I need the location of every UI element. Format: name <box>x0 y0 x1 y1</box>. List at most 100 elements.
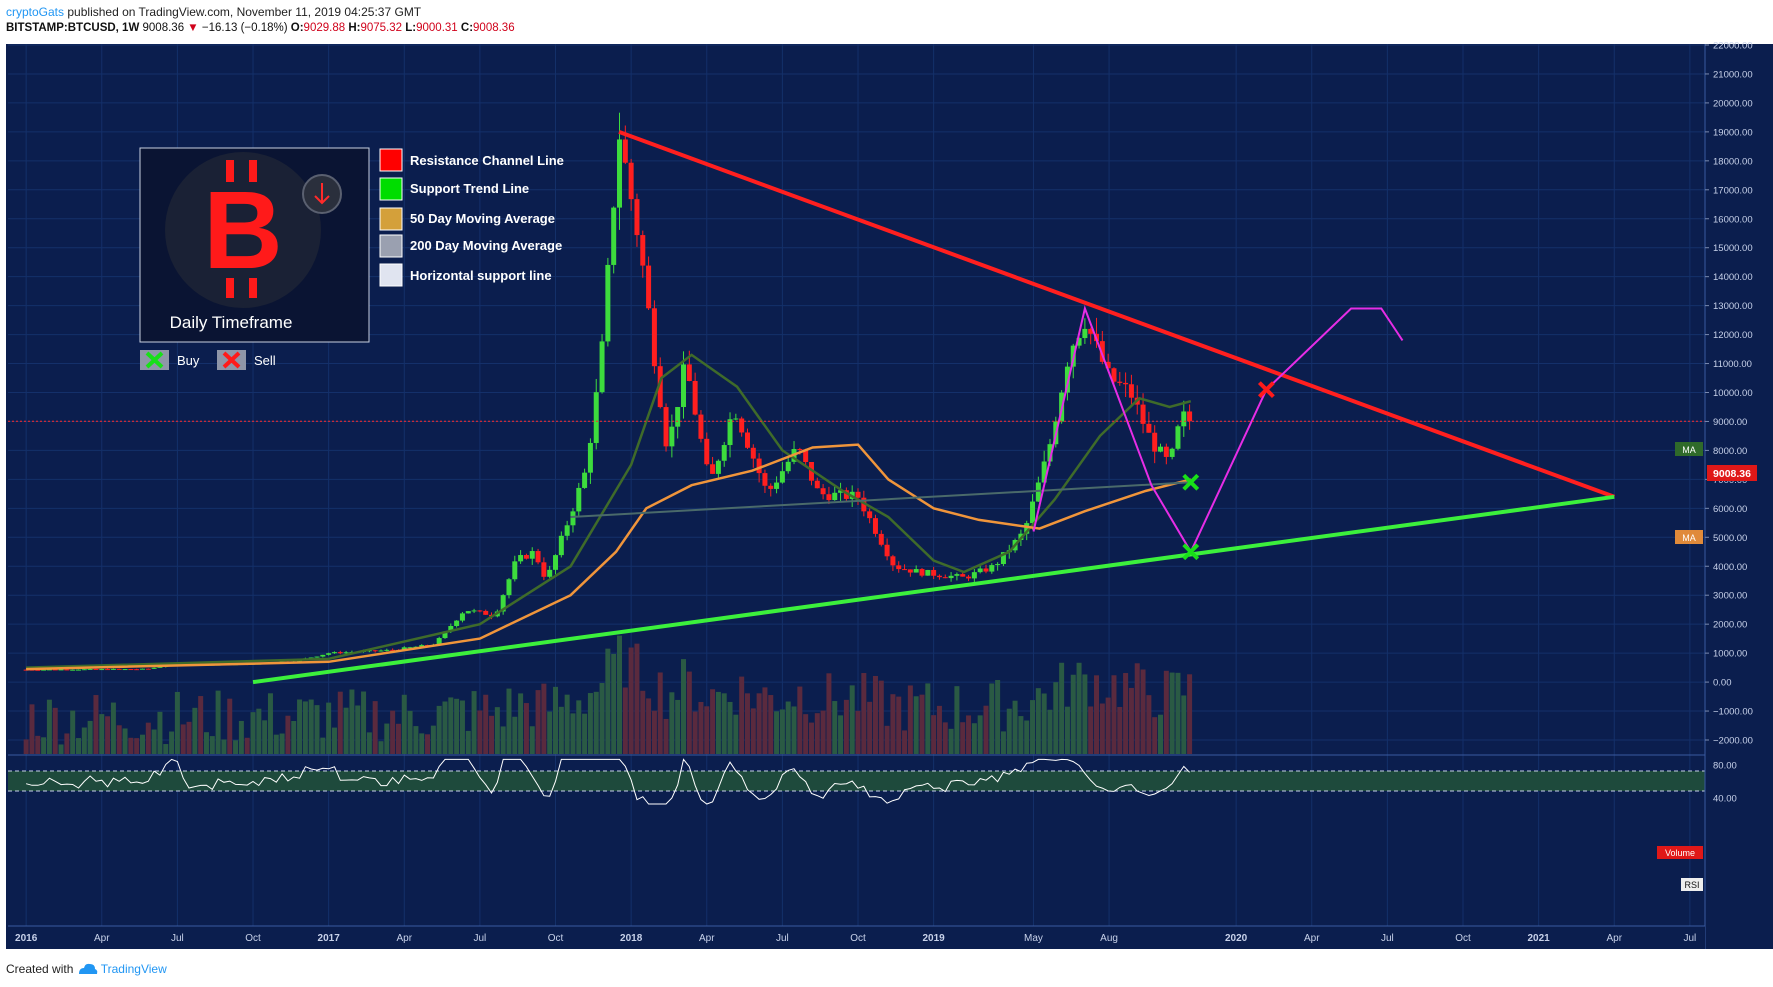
volume-bar <box>483 694 489 754</box>
volume-bar <box>989 683 995 754</box>
bear-candle <box>634 199 640 236</box>
price-tick-label: 18000.00 <box>1713 156 1753 167</box>
volume-bar <box>523 703 529 754</box>
bear-candle <box>105 669 111 671</box>
volume-bar <box>582 713 588 754</box>
legend-title: Daily Timeframe <box>170 313 293 332</box>
volume-bar <box>384 723 390 754</box>
bull-candle <box>948 575 954 579</box>
volume-bar <box>762 687 768 754</box>
bull-candle <box>977 568 983 573</box>
time-tick-label: Apr <box>699 933 715 944</box>
down-arrow-glyph-icon <box>314 183 330 205</box>
price-tick-label: 5000.00 <box>1713 533 1747 544</box>
volume-bar <box>262 720 268 754</box>
volume-bar <box>651 710 657 754</box>
bull-candle <box>1158 446 1164 452</box>
volume-bar <box>87 720 93 754</box>
volume-bar <box>919 694 925 754</box>
volume-bar <box>1047 709 1053 754</box>
moving-averages <box>26 353 1192 671</box>
volume-bar <box>622 687 628 754</box>
bull-candle <box>407 647 413 649</box>
time-tick-label: Oct <box>245 933 261 944</box>
volume-bar <box>110 702 116 754</box>
bull-candle <box>465 611 471 614</box>
time-tick-label: Jul <box>473 933 486 944</box>
footer-brand[interactable]: TradingView <box>100 962 167 976</box>
bear-candle <box>1128 384 1134 398</box>
price-chart[interactable]: 22000.00 21000.00 20000.00 19000.00 18000.00… <box>0 40 1773 955</box>
price-tick-label: 20000.00 <box>1713 98 1753 109</box>
volume-bar <box>593 691 599 754</box>
volume-bar <box>209 736 215 754</box>
volume-bar <box>890 694 896 754</box>
volume-bar <box>233 740 239 754</box>
bear-candle <box>872 518 878 534</box>
bull-candle <box>1181 411 1187 427</box>
volume-bar <box>942 722 948 754</box>
bear-candle <box>686 364 692 381</box>
volume-bar <box>122 728 128 754</box>
volume-bar <box>430 725 436 754</box>
bull-candle <box>1000 552 1006 565</box>
volume-bar <box>1030 700 1036 754</box>
bull-candle <box>576 487 582 512</box>
bull-candle <box>151 667 157 669</box>
bull-candle <box>448 626 454 632</box>
volume-bar <box>361 691 367 754</box>
author-link[interactable]: cryptoGats <box>6 5 65 19</box>
volume-bar <box>128 737 134 754</box>
volume-bar <box>925 683 931 754</box>
volume-bar <box>907 685 913 754</box>
volume-bar <box>471 691 477 754</box>
volume-bar <box>872 675 878 754</box>
volume-bar <box>145 722 151 754</box>
bear-candle <box>628 162 634 200</box>
bull-candle <box>570 511 576 526</box>
volume-bar <box>320 737 326 754</box>
bear-candle <box>1117 381 1123 383</box>
legend-label-resistance: Resistance Channel Line <box>410 153 564 168</box>
legend-label-support: Support Trend Line <box>410 181 529 196</box>
bear-candle <box>855 491 861 498</box>
volume-bar <box>163 744 169 754</box>
volume-bar <box>494 707 500 754</box>
volume-bar <box>151 729 157 754</box>
bull-candle <box>553 555 559 570</box>
volume-bar <box>913 696 919 754</box>
volume-bar <box>29 704 35 754</box>
volume-bar <box>244 737 250 754</box>
volume-bar <box>1099 703 1105 754</box>
time-tick-label: Jul <box>171 933 184 944</box>
volume-bar <box>605 648 611 754</box>
legend-swatch-ma50 <box>379 207 403 231</box>
volume-bar <box>995 680 1001 754</box>
bull-candle <box>669 426 675 447</box>
volume-bar <box>692 711 698 754</box>
bear-candle <box>337 652 343 654</box>
volume-bar <box>331 727 337 754</box>
bull-candle <box>326 653 332 655</box>
bull-candle <box>617 139 623 208</box>
volume-bar <box>1117 706 1123 754</box>
bull-candle <box>785 461 791 472</box>
trend-lines <box>8 130 1705 685</box>
bear-candle <box>477 610 483 612</box>
volume-bar <box>1000 731 1006 754</box>
price-tick-label: 4000.00 <box>1713 562 1747 573</box>
volume-bar <box>774 711 780 754</box>
volume-bar <box>401 694 407 754</box>
ma-tag-green-label: MA <box>1682 445 1696 455</box>
volume-bar <box>820 710 826 754</box>
volume-bar <box>448 697 454 754</box>
bear-candle <box>966 576 972 579</box>
close-label: C: <box>460 22 474 34</box>
price-axis[interactable]: 22000.00 21000.00 20000.00 19000.00 18000.00… <box>1704 41 1773 950</box>
time-axis[interactable]: 2016 Apr Jul Oct 2017 Apr Jul Oct 2018 Apr Jul Oct 2… <box>8 925 1705 949</box>
volume-bar <box>902 730 908 754</box>
sell-marker-icon <box>1257 381 1275 399</box>
bull-candle <box>454 620 460 627</box>
bear-candle <box>983 568 989 572</box>
volume-bar <box>756 693 762 754</box>
